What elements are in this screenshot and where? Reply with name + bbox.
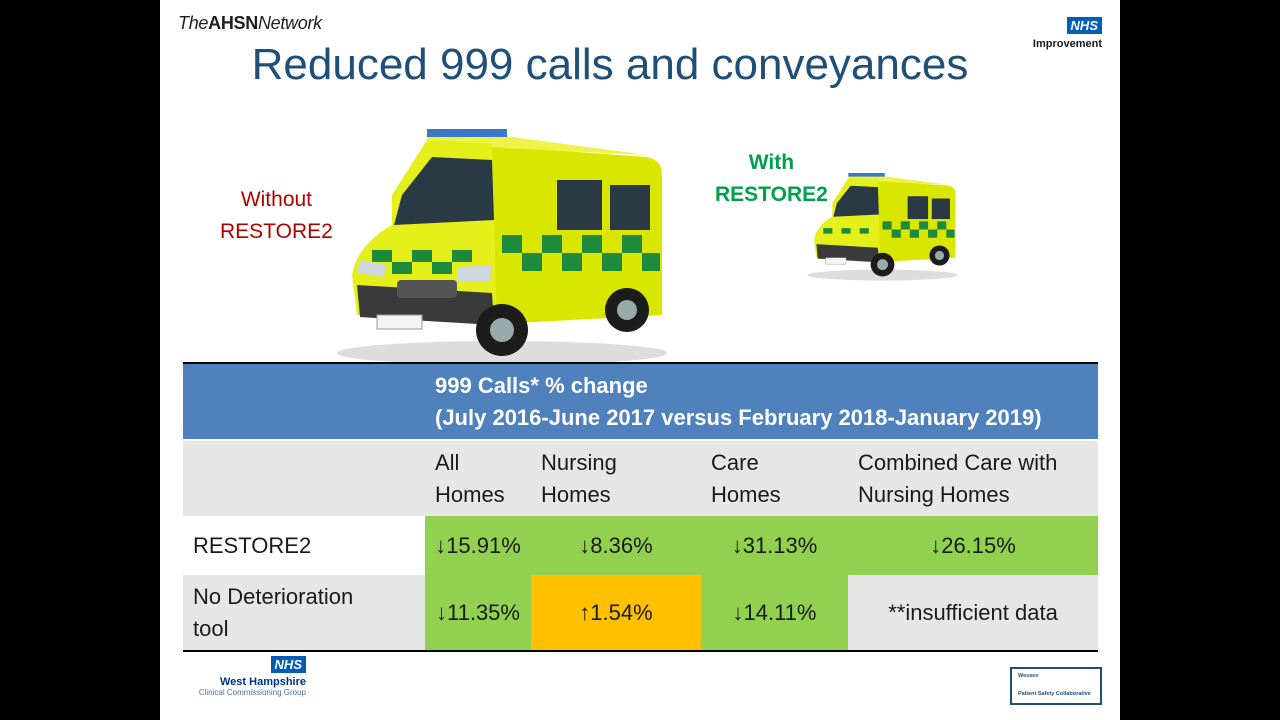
wh-sub: Clinical Commissioning Group — [198, 688, 306, 697]
wessex-line2: Patient Safety Collaborative — [1018, 691, 1091, 697]
value-cell: ↓26.15% — [848, 516, 1099, 575]
with-line1: With — [748, 151, 795, 174]
ambulance-small-icon — [807, 172, 958, 281]
without-restore2-label: Without RESTORE2 — [220, 184, 333, 248]
value-cell: ↓8.36% — [531, 516, 701, 575]
west-hampshire-ccg-logo: NHS West Hampshire Clinical Commissionin… — [196, 656, 306, 697]
nhs-subtitle: Improvement — [1032, 38, 1102, 50]
row-label: No Deterioration tool — [183, 575, 425, 652]
table-header-line1: 999 Calls* % change — [435, 372, 648, 398]
column-header-row: All Homes Nursing Homes Care Homes Combined… — [183, 440, 1099, 516]
column-header: Care Homes — [701, 440, 848, 516]
slide-title: Reduced 999 calls and conveyances — [251, 40, 969, 89]
value-cell: ↓15.91% — [425, 516, 531, 575]
wessex-psc-logo: Wessex Patient Safety Collaborative — [1010, 667, 1102, 705]
wh-nhs-badge: NHS — [270, 656, 306, 673]
ahsn-bold: AHSN — [208, 13, 258, 33]
table-row: RESTORE2 ↓15.91% ↓8.36% ↓31.13% ↓26.15% — [183, 516, 1099, 575]
ahsn-suffix: Network — [257, 13, 322, 33]
table-header: 999 Calls* % change (July 2016-June 2017… — [425, 362, 1099, 441]
row-label: RESTORE2 — [183, 516, 425, 575]
wh-name: West Hampshire — [220, 676, 306, 688]
column-header: Combined Care with Nursing Homes — [848, 440, 1099, 516]
with-line2: RESTORE2 — [715, 183, 828, 206]
value-cell: **insufficient data — [848, 575, 1099, 652]
slide: TheAHSNNetwork NHS Improvement Reduced 9… — [160, 0, 1120, 720]
value-cell: ↓31.13% — [701, 516, 848, 575]
without-line1: Without — [240, 188, 313, 211]
table-header-row: 999 Calls* % change (July 2016-June 2017… — [183, 362, 1099, 441]
value-cell: ↑1.54% — [531, 575, 701, 652]
table-header-line2: (July 2016-June 2017 versus February 201… — [435, 404, 1042, 430]
nhs-badge: NHS — [1066, 17, 1102, 34]
table-row: No Deterioration tool ↓11.35% ↑1.54% ↓14.… — [183, 575, 1099, 652]
column-header: All Homes — [425, 440, 531, 516]
nhs-improvement-logo: NHS Improvement — [1020, 17, 1102, 50]
calls-change-table: 999 Calls* % change (July 2016-June 2017… — [183, 362, 1099, 652]
column-header: Nursing Homes — [531, 440, 701, 516]
ambulance-large-icon — [337, 129, 667, 365]
with-restore2-label: With RESTORE2 — [715, 147, 828, 211]
without-line2: RESTORE2 — [220, 220, 333, 243]
value-cell: ↓14.11% — [701, 575, 848, 652]
wessex-line1: Wessex — [1018, 673, 1039, 679]
ahsn-network-logo: TheAHSNNetwork — [178, 13, 322, 34]
ahsn-prefix: The — [178, 13, 209, 33]
value-cell: ↓11.35% — [425, 575, 531, 652]
